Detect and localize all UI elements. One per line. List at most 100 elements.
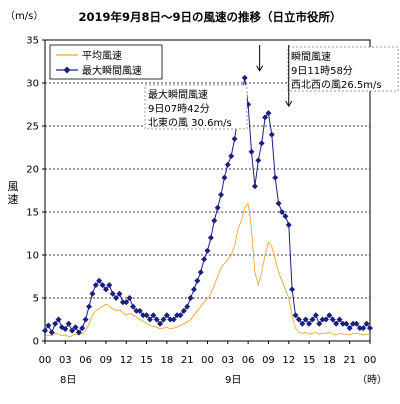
data-point-max [99, 282, 106, 289]
x-tick-label: 18 [161, 355, 174, 366]
annotation-text: 北東の風 30.6m/s [148, 116, 232, 129]
day-label-8: 8日 [60, 375, 76, 386]
data-point-max [79, 325, 86, 332]
data-point-max [224, 161, 231, 168]
data-point-max [302, 316, 309, 323]
data-point-max [143, 312, 150, 319]
data-point-max [336, 316, 343, 323]
data-point-max [92, 282, 99, 289]
x-tick-label: 09 [100, 355, 113, 366]
data-point-max [228, 153, 235, 160]
annotation-arrowhead [285, 100, 293, 108]
data-point-max [48, 329, 55, 336]
data-point-max [360, 325, 367, 332]
x-tick-label: 06 [79, 355, 92, 366]
annotation-box [144, 84, 248, 130]
data-point-max [146, 316, 153, 323]
data-point-max [221, 174, 228, 181]
data-point-max [194, 277, 201, 284]
data-point-max [82, 316, 89, 323]
legend-max-label: 最大瞬間風速 [82, 64, 142, 77]
data-point-max [265, 110, 272, 117]
y-tick-label: 10 [26, 251, 39, 262]
x-tick-label: 00 [39, 355, 52, 366]
data-point-max [52, 320, 59, 327]
chart-title: 2019年9月8日～9日の風速の推移（日立市役所） [78, 10, 341, 24]
data-point-max [130, 303, 137, 310]
data-point-max [136, 307, 143, 314]
data-point-max [251, 183, 258, 190]
data-point-max [106, 282, 113, 289]
legend-avg-label: 平均風速 [82, 50, 122, 62]
x-tick-label: 06 [242, 355, 255, 366]
data-point-max [363, 320, 370, 327]
data-point-max [231, 135, 238, 142]
annotation-text: 9日11時58分 [291, 65, 353, 77]
data-point-max [350, 320, 357, 327]
y-tick-label: 25 [26, 122, 39, 133]
series-line-avg [44, 202, 371, 338]
data-point-max [268, 131, 275, 138]
data-point-max [55, 316, 62, 323]
data-point-max [262, 114, 269, 121]
data-point-max [292, 312, 299, 319]
data-point-max [96, 277, 103, 284]
annotation-arrowhead [256, 65, 264, 72]
data-point-max [282, 213, 289, 220]
data-point-max [248, 148, 255, 155]
x-tick-label: 00 [201, 355, 214, 366]
x-tick-label: 18 [323, 355, 336, 366]
legend-box [49, 44, 163, 80]
data-point-max [285, 221, 292, 228]
data-point-max [241, 74, 248, 81]
day-label-9: 9日 [225, 375, 241, 386]
x-tick-label: 12 [120, 355, 133, 366]
y-tick-label: 35 [26, 36, 39, 47]
annotation-text: 9日07時42分 [148, 103, 210, 115]
x-tick-label: 03 [221, 355, 234, 366]
data-point-max [333, 320, 340, 327]
data-point-max [299, 320, 306, 327]
data-point-max [255, 157, 262, 164]
data-point-max [207, 234, 214, 241]
annotation-text: 瞬間風速 [291, 50, 331, 63]
data-point-max [89, 290, 96, 297]
x-tick-label: 21 [181, 355, 194, 366]
data-point-max [367, 325, 373, 332]
y-tick-label: 15 [26, 208, 39, 219]
data-point-max [123, 299, 130, 306]
legend: 平均風速 最大瞬間風速 [49, 44, 163, 80]
x-tick-label: 15 [303, 355, 316, 366]
data-point-max [278, 209, 285, 215]
data-point-max [150, 312, 157, 319]
x-tick-label: 21 [343, 355, 356, 366]
x-tick-label: 15 [140, 355, 153, 366]
y-unit-label: （m/s） [5, 10, 43, 22]
data-point-max [160, 316, 167, 323]
data-point-max [62, 325, 69, 332]
data-point-max [119, 299, 126, 306]
data-point-max [322, 316, 329, 323]
y-axis-label-text: 風速 [8, 180, 19, 206]
data-point-max [109, 290, 116, 297]
annotation-text: 西北西の風26.5m/s [291, 79, 382, 91]
x-tick-label: 03 [59, 355, 72, 366]
annotation-box [287, 46, 399, 92]
data-point-max [289, 286, 296, 293]
data-point-max [177, 312, 184, 319]
data-point-max [204, 247, 211, 254]
x-tick-label: 09 [262, 355, 275, 366]
data-point-max [157, 320, 164, 327]
y-tick-label: 5 [33, 294, 39, 305]
data-point-max [329, 316, 336, 323]
data-point-max [211, 217, 218, 224]
y-axis-label: 風速 [8, 180, 19, 206]
data-point-max [343, 320, 350, 327]
data-point-max [153, 316, 160, 323]
data-point-max [113, 295, 120, 301]
data-point-max [309, 316, 316, 323]
data-point-max [58, 324, 65, 331]
data-point-max [163, 312, 170, 319]
